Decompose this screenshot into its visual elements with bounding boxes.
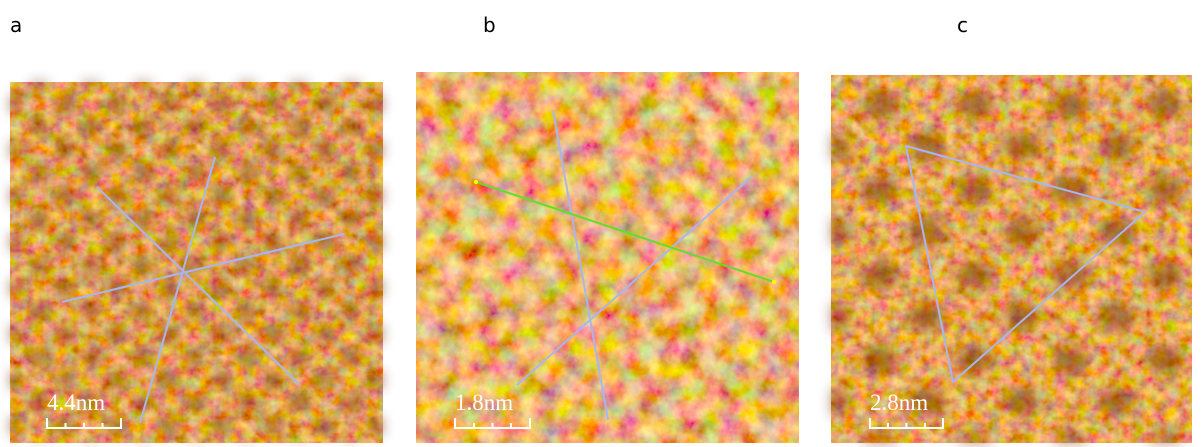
image-b: 1.8nm	[416, 72, 799, 443]
panel-label: c	[957, 13, 968, 37]
scale-bar-label: 1.8nm	[455, 390, 513, 415]
image-a: 4.4nm	[10, 82, 383, 443]
image-c: 2.8nm	[831, 75, 1192, 443]
figure: a b c 4.4nm 1.8nm 2.8nm	[0, 0, 1201, 447]
scale-bar-label: 4.4nm	[47, 390, 105, 415]
scale-bar-label: 2.8nm	[870, 390, 928, 415]
panel-label: a	[10, 13, 22, 37]
panel-label: b	[483, 13, 496, 37]
